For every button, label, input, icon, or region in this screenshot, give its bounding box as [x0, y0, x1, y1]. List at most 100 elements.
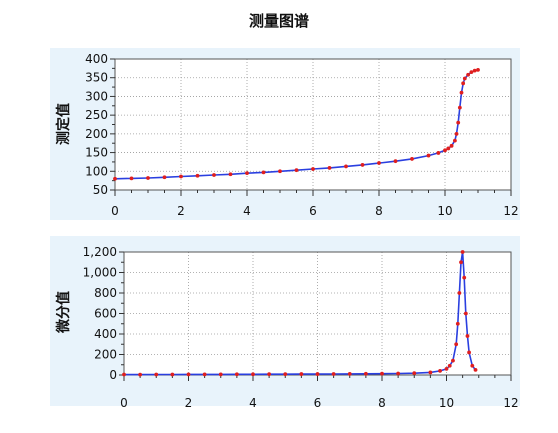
y-axis-label: 微分值: [55, 291, 72, 334]
data-point: [278, 169, 282, 174]
data-point: [218, 372, 223, 377]
y-tick-label: 0: [109, 368, 117, 382]
x-tick-label: 4: [243, 204, 251, 218]
data-point: [467, 350, 471, 355]
data-point: [426, 153, 431, 158]
y-tick-label: 200: [85, 127, 108, 141]
data-point: [315, 372, 320, 376]
data-point: [454, 131, 459, 136]
data-point: [465, 334, 470, 338]
data-point: [113, 176, 117, 181]
data-point: [261, 170, 266, 175]
y-tick-label: 400: [85, 52, 108, 66]
data-point: [469, 70, 474, 74]
x-tick-label: 10: [437, 204, 452, 218]
data-point: [428, 370, 433, 375]
data-point: [138, 372, 143, 377]
data-point: [228, 172, 233, 177]
y-tick-label: 300: [85, 89, 108, 103]
x-tick-label: 2: [185, 396, 193, 410]
y-tick-label: 400: [94, 327, 117, 341]
derivative-value-panel: 0 2 4 6 8 10 12 0 200 400 600 800 1,000 1,200 微分值: [50, 236, 520, 410]
y-tick-label: 200: [94, 348, 117, 362]
data-point: [472, 68, 477, 73]
data-point: [129, 176, 134, 181]
data-point: [311, 167, 315, 171]
data-point: [412, 371, 417, 376]
data-point: [449, 143, 454, 148]
data-point: [212, 173, 216, 177]
data-point: [460, 250, 465, 254]
data-point: [436, 151, 441, 155]
measured-value-panel: 0 2 4 6 8 10 12 50 100 150 200 250 300 350 400 测定值: [50, 48, 520, 220]
x-tick-label: 4: [249, 396, 257, 410]
data-point: [251, 372, 255, 377]
data-point: [360, 163, 365, 167]
y-tick-label: 600: [94, 307, 117, 321]
x-tick-label: 12: [503, 396, 518, 410]
data-point: [195, 173, 200, 178]
data-point: [457, 105, 462, 110]
data-point: [443, 148, 447, 153]
data-point: [463, 311, 468, 316]
data-point: [393, 159, 398, 164]
data-point: [283, 372, 288, 377]
data-point: [456, 120, 461, 125]
data-point: [267, 372, 272, 377]
data-point: [294, 168, 299, 173]
data-point: [234, 372, 239, 377]
data-point: [146, 176, 150, 180]
x-tick-label: 8: [375, 204, 383, 218]
data-point: [446, 146, 451, 151]
data-point: [347, 371, 352, 376]
x-tick-label: 10: [439, 396, 454, 410]
data-point: [462, 275, 467, 280]
data-point: [459, 90, 464, 95]
data-point: [410, 157, 414, 161]
y-tick-label: 50: [93, 183, 108, 197]
x-tick-label: 6: [314, 396, 322, 410]
data-point: [154, 372, 159, 377]
y-tick-label: 1,000: [83, 266, 117, 280]
data-point: [327, 166, 332, 170]
data-point: [476, 67, 480, 72]
data-point: [466, 72, 470, 77]
data-point: [344, 164, 348, 169]
data-point: [162, 175, 167, 180]
y-tick-label: 250: [85, 108, 108, 122]
x-tick-label: 12: [503, 204, 518, 218]
data-point: [461, 81, 466, 86]
data-point: [331, 372, 336, 376]
data-point: [470, 363, 475, 368]
data-point: [202, 372, 207, 377]
x-tick-label: 0: [111, 204, 119, 218]
y-axis-label: 测定值: [55, 103, 72, 145]
data-point: [377, 161, 381, 165]
data-point: [453, 138, 457, 143]
data-point: [451, 358, 455, 363]
data-point: [454, 342, 459, 347]
data-point: [447, 363, 452, 368]
data-point: [380, 371, 384, 376]
data-point: [462, 76, 467, 81]
x-tick-label: 0: [120, 396, 128, 410]
x-tick-label: 6: [309, 204, 317, 218]
data-point: [186, 372, 191, 377]
y-tick-label: 1,200: [83, 245, 117, 259]
y-tick-label: 800: [94, 286, 117, 300]
data-point: [473, 367, 478, 372]
data-point: [179, 174, 183, 179]
x-tick-label: 2: [177, 204, 185, 218]
data-point: [444, 366, 449, 371]
y-tick-label: 350: [85, 71, 108, 85]
data-point: [122, 372, 126, 377]
data-point: [245, 171, 249, 176]
data-point: [455, 321, 460, 326]
data-point: [363, 371, 368, 376]
chart-title: 测量图谱: [248, 12, 309, 30]
data-point: [170, 372, 175, 377]
data-point: [438, 369, 442, 373]
y-tick-label: 100: [85, 164, 108, 178]
data-point: [457, 291, 462, 295]
